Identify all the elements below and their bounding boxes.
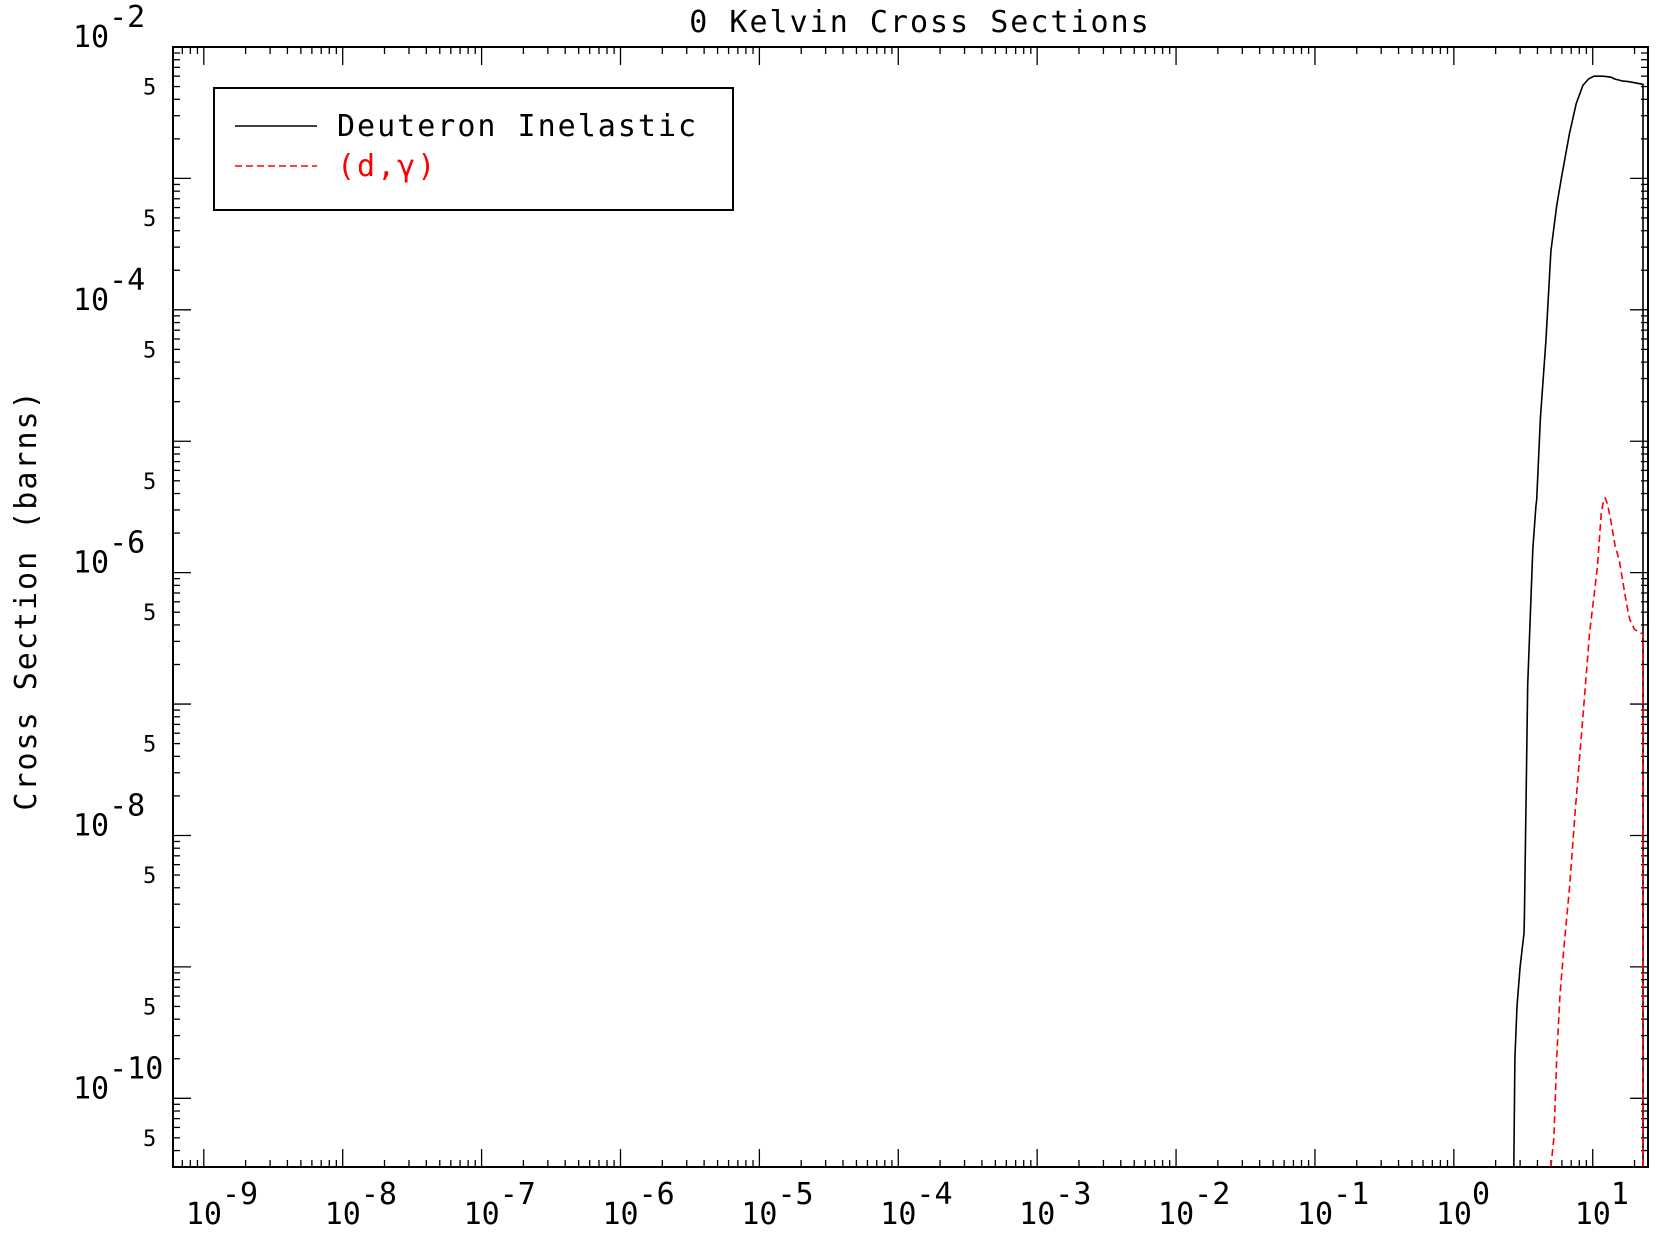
y-tick-label-exponent: -8 xyxy=(109,788,145,823)
x-tick-label-exponent: -1 xyxy=(1333,1177,1369,1212)
plot-layer: 10-910-810-710-610-510-410-310-210-11001… xyxy=(73,0,1648,1232)
x-tick-label: 10-2 xyxy=(1158,1177,1230,1232)
legend: Deuteron Inelastic (d,γ) xyxy=(213,87,734,211)
y-minor-tick-label: 5 xyxy=(143,864,156,889)
x-tick-label: 100 xyxy=(1436,1177,1490,1232)
x-tick-label-exponent: 1 xyxy=(1611,1177,1629,1212)
y-axis-label: Cross Section (barns) xyxy=(9,389,44,810)
y-tick-label-base: 10 xyxy=(73,1071,109,1106)
y-minor-tick-label: 5 xyxy=(143,338,156,363)
legend-box xyxy=(213,87,734,211)
x-tick-label-base: 10 xyxy=(186,1197,222,1232)
x-tick-label-base: 10 xyxy=(1436,1197,1472,1232)
x-tick-label: 10-9 xyxy=(186,1177,258,1232)
y-minor-tick-label: 5 xyxy=(143,76,156,101)
y-minor-tick-label: 5 xyxy=(143,601,156,626)
y-minor-tick-label: 5 xyxy=(143,733,156,758)
x-tick-label: 10-1 xyxy=(1297,1177,1369,1232)
y-tick-label-exponent: -4 xyxy=(109,263,145,298)
x-tick-label: 10-5 xyxy=(741,1177,813,1232)
x-tick-label-base: 10 xyxy=(602,1197,638,1232)
y-minor-tick-label: 5 xyxy=(143,207,156,232)
x-tick-label-exponent: -3 xyxy=(1055,1177,1091,1212)
y-tick-label-exponent: -6 xyxy=(109,526,145,561)
legend-label-2: (d,γ) xyxy=(337,149,437,184)
x-tick-label: 10-6 xyxy=(602,1177,674,1232)
y-tick-label-exponent: -2 xyxy=(109,0,145,35)
x-tick-label-exponent: -9 xyxy=(222,1177,258,1212)
x-tick-label: 10-3 xyxy=(1019,1177,1091,1232)
y-tick-label-exponent: -10 xyxy=(109,1051,163,1086)
y-tick-label-base: 10 xyxy=(73,546,109,581)
x-tick-label-base: 10 xyxy=(741,1197,777,1232)
y-minor-tick-label: 5 xyxy=(143,995,156,1020)
y-tick-label: 10-6 xyxy=(73,526,145,581)
y-tick-label: 10-10 xyxy=(73,1051,163,1106)
series-line-1 xyxy=(1513,75,1644,1168)
x-tick-label-base: 10 xyxy=(1158,1197,1194,1232)
y-tick-label-base: 10 xyxy=(73,283,109,318)
y-tick-label-base: 10 xyxy=(73,808,109,843)
x-tick-label-exponent: -2 xyxy=(1194,1177,1230,1212)
series-line-2 xyxy=(1550,497,1644,1168)
x-tick-label-exponent: -6 xyxy=(639,1177,675,1212)
x-tick-label-base: 10 xyxy=(1297,1197,1333,1232)
y-tick-label: 10-8 xyxy=(73,788,145,843)
x-tick-label-exponent: -7 xyxy=(500,1177,536,1212)
x-tick-label-exponent: -5 xyxy=(778,1177,814,1212)
x-tick-label-base: 10 xyxy=(325,1197,361,1232)
x-tick-label: 10-4 xyxy=(880,1177,952,1232)
x-tick-label-base: 10 xyxy=(1019,1197,1055,1232)
x-tick-label: 10-8 xyxy=(325,1177,397,1232)
y-minor-tick-label: 5 xyxy=(143,1127,156,1152)
plot-frame xyxy=(172,46,1649,1168)
x-tick-label-base: 10 xyxy=(880,1197,916,1232)
x-tick-label-exponent: -4 xyxy=(916,1177,952,1212)
y-tick-label: 10-2 xyxy=(73,0,145,55)
x-tick-label-base: 10 xyxy=(464,1197,500,1232)
legend-label-1: Deuteron Inelastic xyxy=(337,109,698,144)
y-tick-label-base: 10 xyxy=(73,20,109,55)
x-tick-label: 10-7 xyxy=(464,1177,536,1232)
y-tick-label: 10-4 xyxy=(73,263,145,318)
y-minor-tick-label: 5 xyxy=(143,470,156,495)
x-tick-label: 101 xyxy=(1575,1177,1629,1232)
x-tick-label-exponent: -8 xyxy=(361,1177,397,1212)
x-tick-label-exponent: 0 xyxy=(1472,1177,1490,1212)
chart-title: 0 Kelvin Cross Sections xyxy=(689,5,1150,40)
x-tick-label-base: 10 xyxy=(1575,1197,1611,1232)
